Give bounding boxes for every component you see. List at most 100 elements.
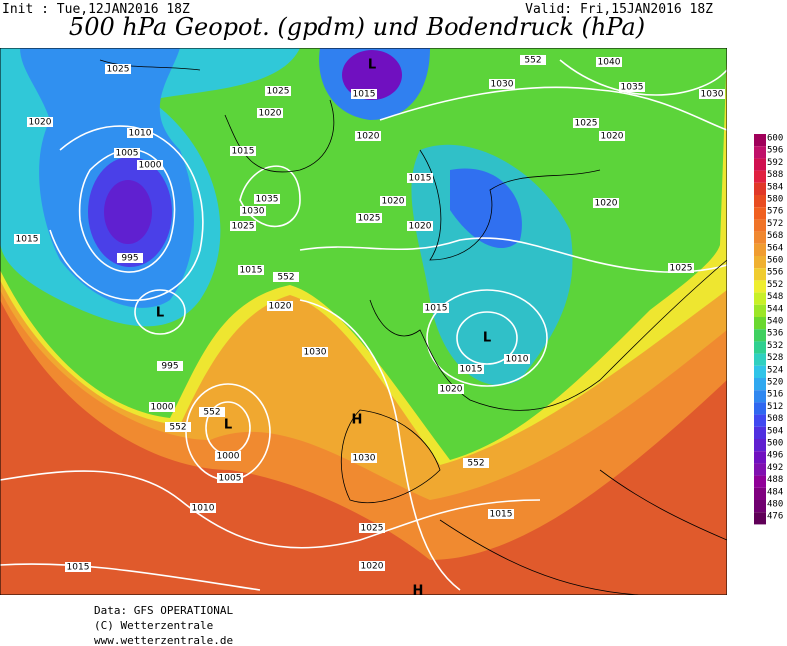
contour-label: 1020 xyxy=(259,109,282,119)
contour-label: 1025 xyxy=(267,87,290,97)
contour-label: 1005 xyxy=(219,474,242,484)
contour-label: 1030 xyxy=(491,80,514,90)
contour-label: 552 xyxy=(467,459,484,469)
colorbar-label: 508 xyxy=(767,414,783,424)
colorbar-label: 592 xyxy=(767,158,783,168)
colorbar-swatch xyxy=(754,292,766,305)
label-box xyxy=(149,402,175,412)
contour-label: 1025 xyxy=(361,524,384,534)
contour-label: 1020 xyxy=(361,562,384,572)
colorbar-label: 496 xyxy=(767,451,783,461)
colorbar-swatch xyxy=(754,500,766,513)
contour-label: 1015 xyxy=(460,365,483,375)
label-box xyxy=(573,118,599,128)
label-box xyxy=(668,263,694,273)
colorbar-swatch xyxy=(754,170,766,183)
contour-label: 1015 xyxy=(425,304,448,314)
label-box xyxy=(257,108,283,118)
contour-label: 1025 xyxy=(670,264,693,274)
colorbar-label: 532 xyxy=(767,341,783,351)
colorbar-label: 568 xyxy=(767,231,783,241)
contour-label: 1020 xyxy=(409,222,432,232)
label-box xyxy=(273,272,299,282)
init-time: Init : Tue,12JAN2016 18Z xyxy=(2,2,190,17)
contour-label: 1035 xyxy=(256,195,279,205)
contour-label: 1025 xyxy=(232,222,255,232)
colorbar-label: 476 xyxy=(767,512,783,522)
label-box xyxy=(356,213,382,223)
pressure-center: L xyxy=(368,58,376,73)
colorbar-swatch xyxy=(754,182,766,195)
contour-label: 1035 xyxy=(621,83,644,93)
label-box xyxy=(265,86,291,96)
field-fill xyxy=(104,180,152,244)
colorbar-swatch xyxy=(754,146,766,159)
contour-label: 1000 xyxy=(139,161,162,171)
contour-label: 552 xyxy=(169,423,186,433)
label-box xyxy=(699,89,725,99)
contour-label: 1000 xyxy=(217,452,240,462)
contour-label: 1020 xyxy=(29,118,52,128)
label-box xyxy=(359,561,385,571)
contour-label: 1015 xyxy=(232,147,255,157)
label-box xyxy=(488,509,514,519)
contour-label: 995 xyxy=(121,254,138,264)
colorbar-label: 512 xyxy=(767,402,783,412)
contour-label: 1010 xyxy=(192,504,215,514)
contour-label: 1015 xyxy=(353,90,376,100)
colorbar-swatch xyxy=(754,231,766,244)
colorbar-label: 540 xyxy=(767,317,783,327)
label-box xyxy=(351,89,377,99)
label-box xyxy=(254,194,280,204)
colorbar-label: 520 xyxy=(767,378,783,388)
contour-label: 1020 xyxy=(269,302,292,312)
contour-label: 1005 xyxy=(116,149,139,159)
label-box xyxy=(351,453,377,463)
label-box xyxy=(114,148,140,158)
label-box xyxy=(359,523,385,533)
colorbar-label: 588 xyxy=(767,170,783,180)
contour-label: 1010 xyxy=(129,129,152,139)
pressure-center: H xyxy=(413,584,424,599)
contour-label: 552 xyxy=(524,56,541,66)
label-box xyxy=(215,451,241,461)
colorbar-label: 548 xyxy=(767,292,783,302)
pressure-center: L xyxy=(156,306,164,321)
label-box xyxy=(407,173,433,183)
label-box xyxy=(458,364,484,374)
contour-label: 995 xyxy=(161,362,178,372)
label-box xyxy=(240,206,266,216)
colorbar-label: 492 xyxy=(767,463,783,473)
field-fill xyxy=(450,168,522,249)
footer-line: (C) Wetterzentrale xyxy=(94,619,213,632)
contour-label: 1015 xyxy=(16,235,39,245)
map-area xyxy=(0,48,727,595)
colorbar-label: 576 xyxy=(767,207,783,217)
colorbar-swatch xyxy=(754,487,766,500)
colorbar-swatch xyxy=(754,219,766,232)
colorbar-swatch xyxy=(754,512,766,525)
pressure-center: L xyxy=(224,418,232,433)
label-box xyxy=(599,131,625,141)
contour-label: 1015 xyxy=(490,510,513,520)
colorbar-swatch xyxy=(754,329,766,342)
label-box xyxy=(407,221,433,231)
colorbar-swatch xyxy=(754,317,766,330)
label-box xyxy=(489,79,515,89)
label-box xyxy=(238,265,264,275)
colorbar-swatch xyxy=(754,158,766,171)
contour-label: 1020 xyxy=(595,199,618,209)
colorbar-label: 600 xyxy=(767,134,783,144)
footer-line: Data: GFS OPERATIONAL xyxy=(94,604,233,617)
colorbar-label: 516 xyxy=(767,390,783,400)
colorbar-swatch xyxy=(754,207,766,220)
label-box xyxy=(593,198,619,208)
colorbar-swatch xyxy=(754,463,766,476)
colorbar-swatch xyxy=(754,402,766,415)
contour-label: 1015 xyxy=(409,174,432,184)
label-box xyxy=(230,221,256,231)
label-box xyxy=(117,253,143,263)
label-box xyxy=(463,458,489,468)
colorbar-label: 480 xyxy=(767,500,783,510)
